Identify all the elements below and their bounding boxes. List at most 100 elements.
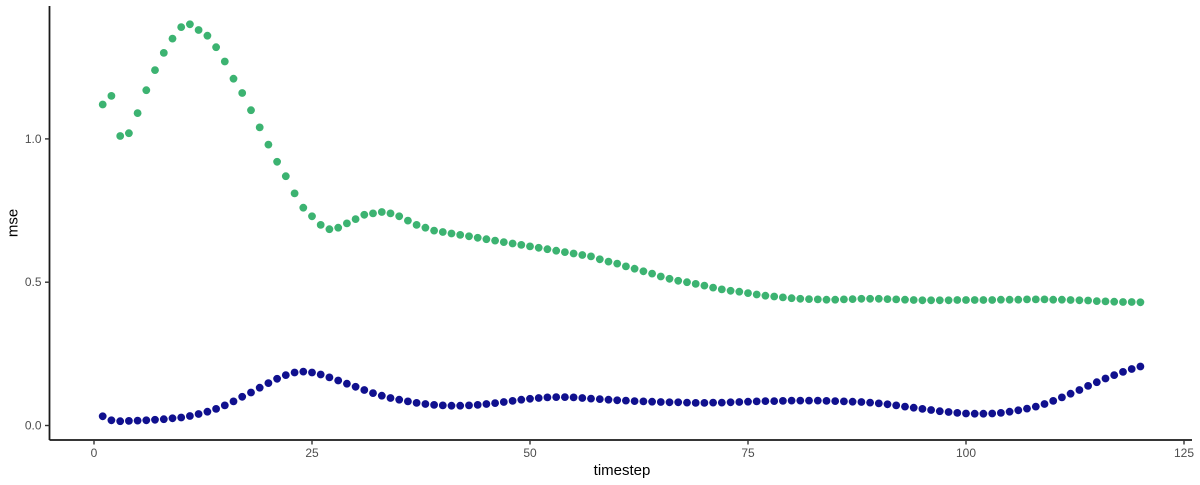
data-point <box>168 34 177 43</box>
data-point <box>517 395 526 404</box>
data-point <box>1101 297 1110 306</box>
x-tick-label: 25 <box>305 446 319 460</box>
data-point <box>107 92 116 100</box>
data-point <box>1005 295 1014 304</box>
data-point <box>874 399 883 408</box>
data-point <box>194 26 203 34</box>
data-point <box>308 212 316 221</box>
data-point <box>691 399 700 407</box>
data-point <box>909 403 918 412</box>
data-point <box>988 409 997 418</box>
data-point <box>883 295 892 303</box>
data-point <box>901 295 909 304</box>
data-point <box>412 399 421 407</box>
data-point <box>1084 296 1092 305</box>
data-point <box>1075 386 1084 394</box>
data-point <box>979 409 988 418</box>
data-point <box>1119 298 1127 306</box>
data-point <box>360 386 369 394</box>
data-point <box>918 296 927 305</box>
data-point <box>988 296 997 304</box>
data-point <box>1110 371 1119 379</box>
data-point <box>744 397 752 406</box>
data-point <box>107 416 116 425</box>
data-point <box>848 397 857 406</box>
data-point <box>186 20 194 29</box>
data-point <box>308 368 316 377</box>
data-point <box>752 290 761 299</box>
data-point <box>866 398 874 407</box>
data-point <box>325 373 334 382</box>
data-point <box>1023 295 1031 304</box>
data-point <box>674 276 683 285</box>
data-point <box>1110 297 1119 306</box>
data-point <box>1040 400 1049 408</box>
y-tick-label: 1.0 <box>25 132 42 146</box>
data-point <box>499 238 508 247</box>
data-point <box>151 66 159 74</box>
data-point <box>534 394 543 402</box>
data-point <box>561 248 569 256</box>
data-point <box>299 367 308 376</box>
data-point <box>595 255 604 264</box>
data-point <box>255 123 264 132</box>
data-point <box>630 397 639 405</box>
data-point <box>927 406 935 414</box>
data-point <box>909 296 918 304</box>
data-point <box>709 283 717 292</box>
data-point <box>447 401 456 410</box>
data-point <box>656 398 665 406</box>
data-point <box>264 379 273 387</box>
data-point <box>935 296 944 305</box>
data-point <box>717 398 726 407</box>
data-point <box>813 396 822 405</box>
data-point <box>395 212 404 221</box>
data-point <box>700 281 709 290</box>
data-point <box>1119 368 1127 376</box>
data-point <box>892 295 901 304</box>
data-point <box>325 225 334 234</box>
data-point <box>770 397 779 405</box>
data-point <box>552 246 561 255</box>
data-point <box>1092 297 1101 305</box>
data-point <box>1066 296 1075 304</box>
data-point <box>404 397 412 406</box>
data-point <box>970 409 979 418</box>
data-point <box>1005 407 1014 416</box>
data-point <box>665 274 674 283</box>
data-point <box>482 400 491 408</box>
data-point <box>1092 378 1101 387</box>
data-point <box>369 209 377 218</box>
data-point <box>491 236 499 245</box>
data-point <box>796 396 805 405</box>
data-point <box>683 398 691 407</box>
data-point <box>229 397 238 406</box>
data-point <box>159 49 168 57</box>
x-axis-title: timestep <box>593 462 651 479</box>
data-point <box>377 208 386 216</box>
data-point <box>866 294 874 303</box>
data-point <box>281 371 290 379</box>
data-point <box>761 291 770 300</box>
data-point <box>526 394 534 403</box>
x-tick-label: 75 <box>741 446 755 460</box>
data-point <box>970 296 979 304</box>
data-point <box>438 401 447 410</box>
data-point <box>290 189 299 198</box>
data-point <box>656 272 665 281</box>
data-point <box>98 412 107 421</box>
data-point <box>1066 389 1075 398</box>
data-point <box>674 398 683 407</box>
data-point <box>1084 382 1092 390</box>
data-point <box>177 413 186 422</box>
data-point <box>944 408 953 416</box>
data-point <box>726 398 735 407</box>
data-point <box>430 401 438 409</box>
data-point <box>386 394 395 402</box>
data-point <box>116 417 125 426</box>
data-point <box>744 289 752 297</box>
data-point <box>447 229 456 238</box>
data-point <box>238 89 247 97</box>
data-point <box>962 296 970 304</box>
